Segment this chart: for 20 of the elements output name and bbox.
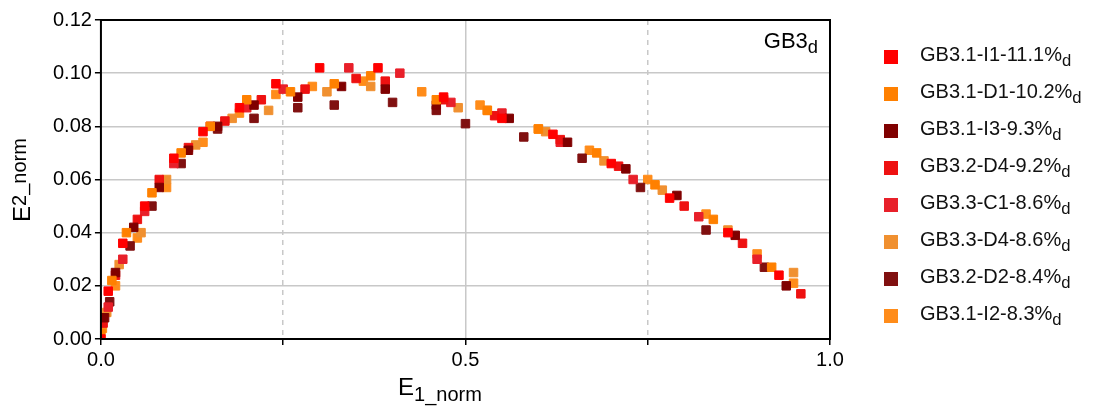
y-tick-label: 0.12 (52, 7, 92, 30)
y-tick-label: 0.04 (52, 220, 92, 243)
x-axis-title: E$_{1_norm}$ (397, 373, 483, 406)
legend-label: GB3.3-D4-8.6%$_{d}$ (920, 227, 1071, 256)
y-tick-label: 0.00 (52, 326, 92, 349)
x-tick-label: 0.0 (87, 347, 115, 370)
legend-label: GB3.1-I2-8.3%$_{d}$ (920, 301, 1062, 330)
text: GB3$_{d}$ (763, 28, 818, 59)
y-tick-label: 0.02 (52, 273, 92, 296)
y-tick-label: 0.08 (52, 113, 92, 136)
x-tick-label: 1.0 (816, 347, 844, 370)
legend-label: GB3.1-I3-9.3%$_{d}$ (920, 116, 1062, 145)
y-tick-label: 0.06 (52, 167, 92, 190)
x-tick-label: 0.5 (451, 347, 480, 370)
legend-label: GB3.2-D2-8.4%$_{d}$ (920, 264, 1071, 293)
legend-label: GB3.3-C1-8.6%$_{d}$ (920, 190, 1071, 219)
legend-label: GB3.2-D4-9.2%$_{d}$ (920, 153, 1071, 182)
legend-label: GB3.1-I1-11.1%$_{d}$ (920, 42, 1072, 71)
legend-label: GB3.1-D1-10.2%$_{d}$ (920, 79, 1082, 108)
y-tick-label: 0.10 (52, 60, 92, 83)
